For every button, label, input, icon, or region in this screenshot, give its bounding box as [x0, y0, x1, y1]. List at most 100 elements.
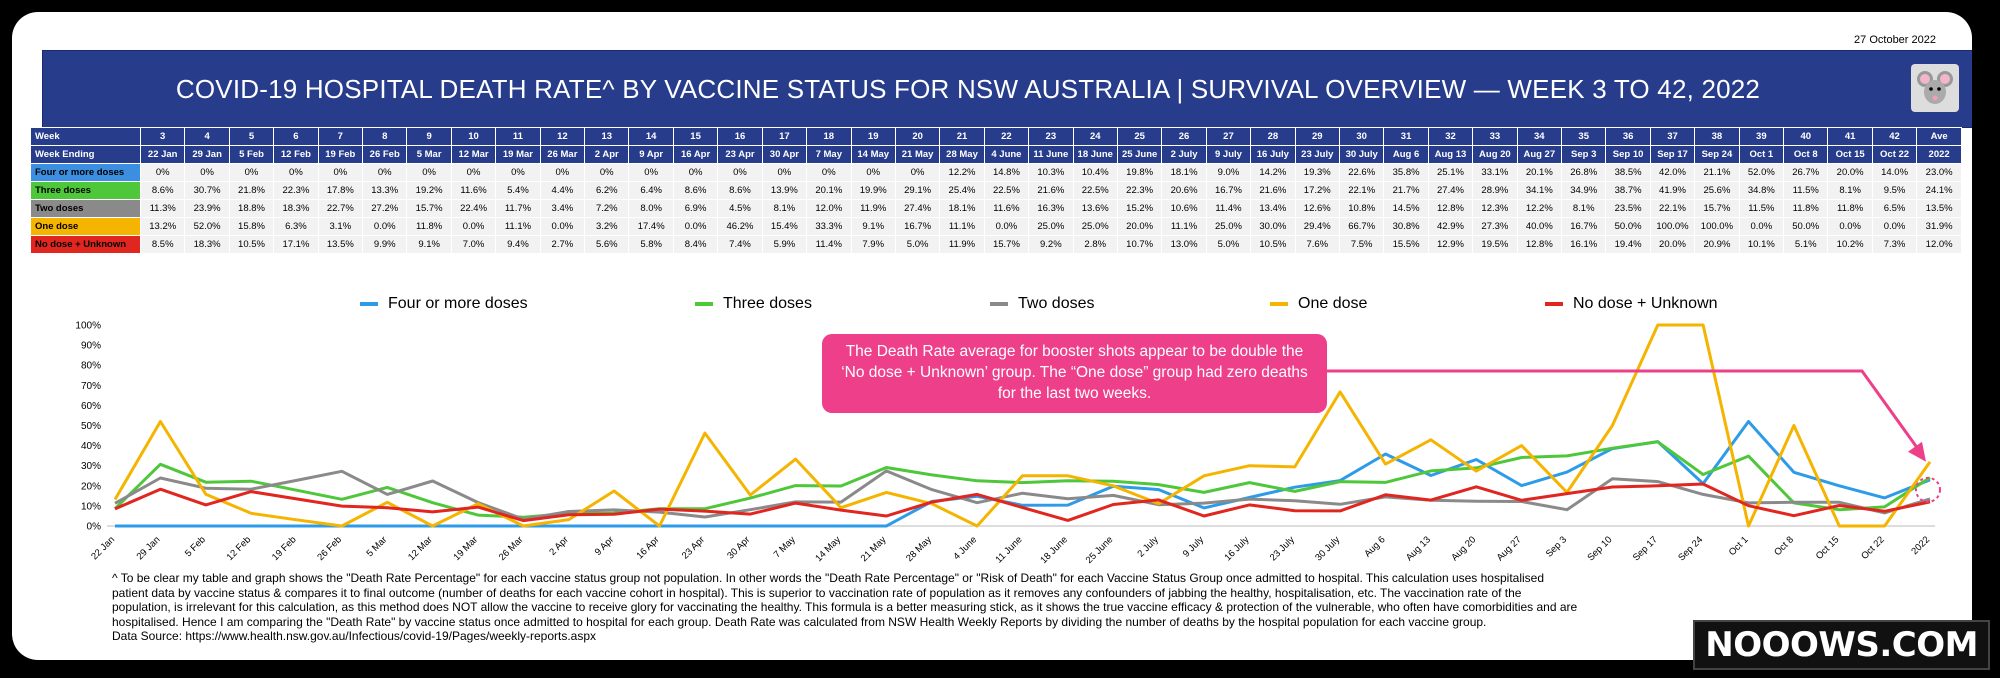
table-week-row: Week 3 4 5 6 7 8 9 10 11 12 13 14 15 16 17 18 19 20 21 22 23 2… — [30, 127, 1962, 146]
table-cell: 11.4% — [806, 235, 852, 254]
x-tick-label: 7 May — [772, 534, 798, 560]
table-header-cell: 11 June — [1028, 145, 1074, 164]
table-header-cell: Sep 10 — [1605, 145, 1651, 164]
table-cell: 0.0% — [1827, 217, 1873, 236]
x-tick-label: Aug 20 — [1449, 534, 1478, 563]
table-header-cell: 42 — [1871, 127, 1918, 146]
table-cell: 22.7% — [317, 199, 364, 218]
table-cell: 7.5% — [1338, 235, 1385, 254]
table-cell: 52.0% — [1738, 163, 1785, 182]
table-header-cell: 19 Mar — [495, 145, 541, 164]
table-cell: 25.1% — [1427, 163, 1474, 182]
legend-swatch — [360, 302, 378, 306]
table-header-cell: 25 June — [1116, 145, 1163, 164]
table-cell: 20.9% — [1694, 235, 1740, 254]
table-cell: 16.3% — [1028, 199, 1074, 218]
table-cell: 21.8% — [228, 181, 275, 200]
x-tick-label: 30 Apr — [725, 534, 752, 561]
table-header-cell: 19 Feb — [317, 145, 364, 164]
x-tick-label: 26 Feb — [315, 534, 344, 563]
table-header-cell: 18 June — [1072, 145, 1118, 164]
x-tick-label: Oct 1 — [1727, 534, 1751, 558]
y-tick-label: 10% — [81, 501, 101, 512]
table-cell: 25.4% — [939, 181, 985, 200]
table-cell: 42.9% — [1427, 217, 1474, 236]
table-cell: 26.8% — [1560, 163, 1607, 182]
callout-arrow — [1327, 369, 1922, 453]
table-cell: 17.4% — [628, 217, 674, 236]
table-cell: 20.0% — [1649, 235, 1696, 254]
table-cell: 8.4% — [672, 235, 719, 254]
table-cell: 14.0% — [1871, 163, 1918, 182]
table-header-cell: 12 — [539, 127, 586, 146]
table-cell: 38.5% — [1605, 163, 1651, 182]
series-line-1 — [115, 420, 1931, 528]
table-header-cell: 2 July — [1161, 145, 1207, 164]
table-header-cell: 17 — [761, 127, 808, 146]
table-cell: 11.1% — [1161, 217, 1207, 236]
title-banner: COVID-19 HOSPITAL DEATH RATE^ BY VACCINE… — [42, 50, 1972, 128]
table-cell: 10.7% — [1116, 235, 1163, 254]
table-cell: 16.1% — [1560, 235, 1607, 254]
series-line-2 — [113, 440, 1931, 519]
x-tick-label: 12 Feb — [225, 534, 254, 563]
table-cell: 10.8% — [1338, 199, 1385, 218]
table-cell: 23.9% — [184, 199, 230, 218]
table-cell: 25.6% — [1694, 181, 1740, 200]
legend-swatch — [990, 302, 1008, 306]
table-cell: 38.7% — [1605, 181, 1651, 200]
legend-label: One dose — [1298, 295, 1368, 312]
table-cell: 0% — [806, 163, 852, 182]
table-week-ending-row: Week Ending 22 Jan 29 Jan 5 Feb 12 Feb 19 Feb… — [30, 145, 1962, 164]
legend-item: One dose — [1270, 295, 1367, 313]
table-cell: 52.0% — [184, 217, 230, 236]
table-cell: 6.2% — [584, 181, 630, 200]
y-tick-label: 40% — [81, 441, 101, 452]
legend-label: No dose + Unknown — [1573, 295, 1718, 312]
table-cell: 33.1% — [1472, 163, 1518, 182]
table-cell: 12.0% — [1916, 235, 1962, 254]
table-header-cell: 19 — [850, 127, 896, 146]
table-cell: 7.3% — [1871, 235, 1918, 254]
table-cell: 6.5% — [1871, 199, 1918, 218]
table-cell: 9.9% — [362, 235, 408, 254]
table-cell: 0% — [672, 163, 719, 182]
table-header-cell: 4 June — [983, 145, 1030, 164]
x-tick-label: 22 Jan — [89, 534, 117, 562]
table-cell: 12.3% — [1472, 199, 1518, 218]
x-tick-label: Oct 22 — [1859, 534, 1887, 562]
table-header-cell: 21 — [939, 127, 985, 146]
table-cell: 12.9% — [1427, 235, 1474, 254]
table-cell: 9.4% — [495, 235, 541, 254]
callout-arrow-head — [1908, 441, 1926, 462]
x-tick-label: 12 Mar — [406, 534, 435, 563]
table-cell: 35.8% — [1383, 163, 1429, 182]
table-cell: 19.2% — [406, 181, 452, 200]
legend-item: Three doses — [695, 295, 812, 313]
table-cell: 11.9% — [939, 235, 985, 254]
table-cell: 6.9% — [672, 199, 719, 218]
table-cell: 15.5% — [1383, 235, 1429, 254]
table-cell: 19.9% — [850, 181, 896, 200]
table-cell: 9.5% — [1871, 181, 1918, 200]
table-header-cell: 5 — [228, 127, 275, 146]
legend-item: No dose + Unknown — [1545, 295, 1718, 313]
table-cell: 12.8% — [1516, 235, 1563, 254]
table-cell: 10.2% — [1827, 235, 1873, 254]
table-cell: 41.9% — [1649, 181, 1696, 200]
death-rate-table: Week 3 4 5 6 7 8 9 10 11 12 13 14 15 16 17 18 19 20 21 22 23 2… — [30, 127, 1962, 254]
table-cell: 20.6% — [1161, 181, 1207, 200]
x-tick-label: 2 Apr — [547, 534, 570, 557]
table-header-cell: Aug 13 — [1427, 145, 1474, 164]
table-cell: 22.3% — [273, 181, 319, 200]
table-cell: 14.8% — [983, 163, 1030, 182]
callout-box: The Death Rate average for booster shots… — [822, 334, 1327, 413]
table-header-cell: 9 Apr — [628, 145, 674, 164]
table-cell: 7.2% — [584, 199, 630, 218]
x-tick-label: 9 Apr — [593, 534, 616, 557]
x-tick-label: 14 May — [813, 534, 843, 564]
legend-swatch — [1270, 302, 1288, 306]
table-header-cell: 7 May — [806, 145, 852, 164]
table-cell: 2.8% — [1072, 235, 1118, 254]
table-cell: 19.3% — [1294, 163, 1340, 182]
